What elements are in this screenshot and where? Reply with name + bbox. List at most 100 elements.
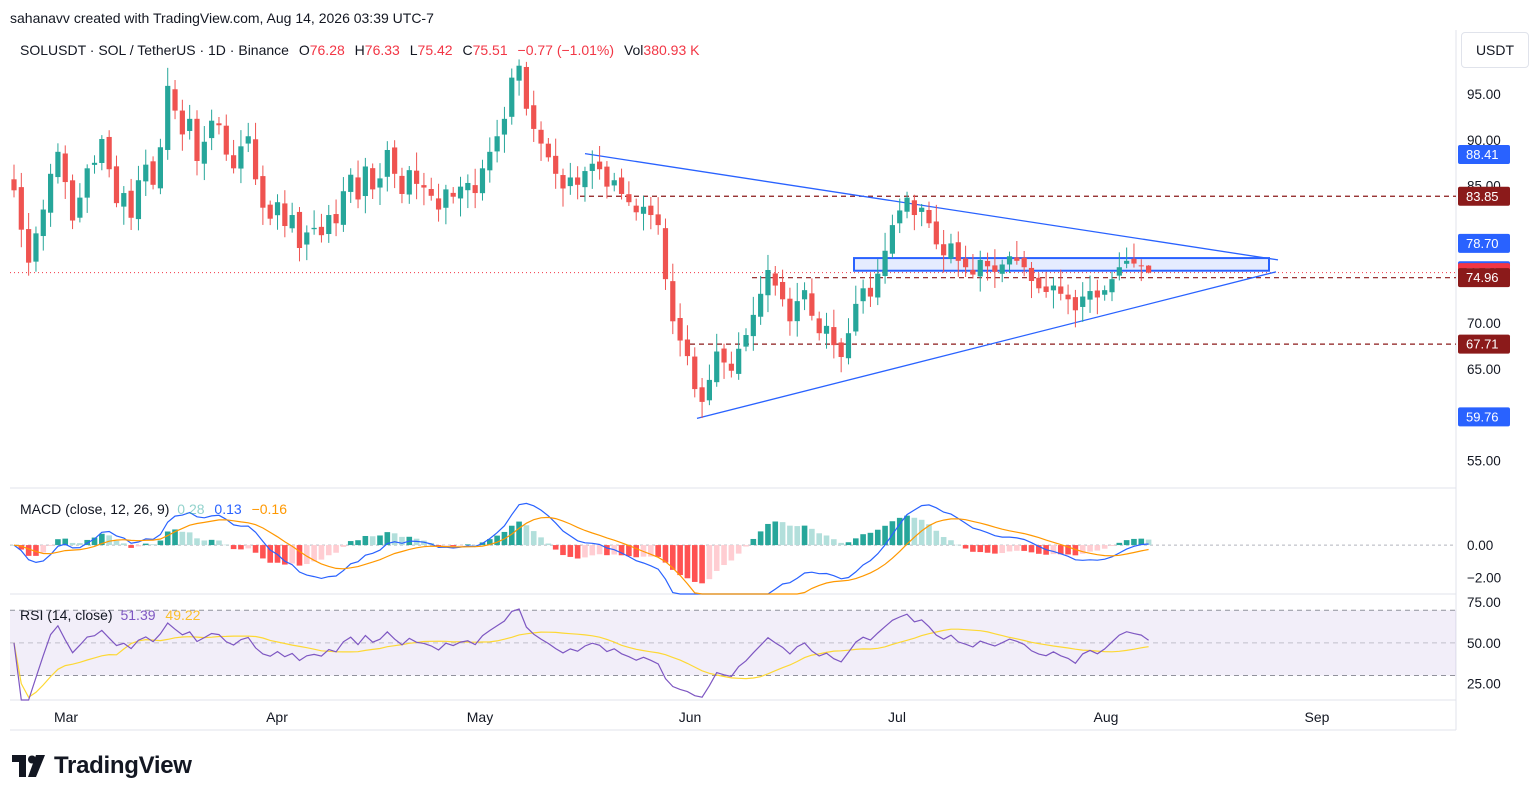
macd-histogram-bar — [391, 533, 398, 546]
high-value: 76.33 — [364, 42, 400, 58]
macd-histogram-bar — [838, 542, 844, 546]
macd-histogram-bar — [648, 545, 654, 557]
candle-body — [457, 186, 464, 199]
price-badge-bg — [1458, 233, 1510, 253]
tradingview-wordmark: TradingView — [54, 752, 192, 779]
macd-histogram-bar — [574, 545, 581, 559]
candle-body — [143, 164, 149, 182]
time-tick-label: Mar — [54, 709, 78, 725]
candle-body — [567, 177, 573, 187]
candle-body — [128, 190, 134, 218]
macd-histogram-bar — [735, 545, 742, 554]
macd-histogram-bar — [25, 545, 32, 556]
candle-body — [333, 214, 339, 224]
candle-body — [69, 180, 76, 221]
macd-histogram-bar — [750, 538, 757, 546]
candle-body — [216, 123, 222, 126]
candle-body — [662, 228, 669, 280]
price-badge: 67.71 — [1458, 334, 1510, 354]
candle-body — [692, 356, 698, 390]
price-tick-label: 70.00 — [1467, 316, 1501, 331]
volume-value: 380.93 K — [643, 42, 700, 58]
macd-histogram-bar — [69, 542, 76, 546]
macd-histogram-bar — [640, 545, 647, 557]
candle-body — [414, 170, 420, 184]
candle-body — [62, 153, 68, 183]
macd-histogram-bar — [230, 545, 237, 550]
macd-histogram-bar — [816, 533, 822, 546]
rsi-label: RSI (14, close) — [20, 607, 113, 623]
rsi-legend[interactable]: RSI (14, close) 51.39 49.22 — [20, 607, 200, 623]
candle-body — [135, 180, 142, 220]
candle-body — [575, 177, 581, 185]
macd-histogram-bar — [1072, 545, 1079, 556]
candle-body — [355, 177, 361, 200]
macd-histogram-bar — [896, 517, 903, 546]
candle-body — [545, 143, 551, 158]
candle-body — [838, 342, 844, 358]
macd-histogram-bar — [1065, 545, 1071, 555]
macd-histogram-bar — [728, 545, 735, 561]
macd-histogram-bar — [106, 535, 112, 546]
macd-histogram-bar — [955, 544, 962, 546]
low-label: L — [409, 42, 418, 58]
symbol-legend: SOLUSDT · SOL / TetherUS · 1D · Binance … — [20, 42, 699, 58]
candle-body — [604, 166, 610, 187]
macd-histogram-bar — [421, 540, 427, 546]
macd-histogram-bar — [940, 537, 947, 546]
macd-histogram-bar — [706, 545, 713, 580]
candle-body — [26, 229, 32, 263]
macd-histogram-bar — [164, 531, 171, 546]
macd-histogram-bar — [1109, 545, 1115, 547]
macd-histogram-bar — [245, 545, 252, 549]
candle-body — [699, 387, 705, 402]
time-tick-label: Sep — [1305, 709, 1330, 725]
candle-body — [867, 287, 874, 297]
candle-body — [787, 298, 793, 322]
tradingview-logo[interactable]: TradingView — [12, 752, 192, 780]
candle-body — [231, 155, 237, 169]
candle-body — [501, 118, 508, 135]
macd-histogram-bar — [918, 519, 925, 546]
macd-legend[interactable]: MACD (close, 12, 26, 9) 0.28 0.13 −0.16 — [20, 501, 287, 517]
macd-histogram-bar — [538, 537, 544, 546]
candle-body — [209, 120, 215, 139]
candle-body — [472, 185, 478, 194]
macd-histogram-bar — [443, 545, 449, 546]
candle-body — [18, 187, 24, 230]
candle-body — [479, 168, 486, 194]
candle-body — [113, 166, 120, 204]
candle-body — [48, 173, 54, 213]
macd-histogram-bar — [318, 545, 325, 560]
macd-histogram-bar — [1087, 545, 1093, 552]
candle-body — [531, 105, 537, 129]
price-tick-label: 90.00 — [1467, 133, 1501, 148]
macd-histogram-bar — [787, 525, 793, 546]
candle-body — [304, 232, 310, 245]
macd-histogram-bar — [977, 545, 984, 553]
candle-body — [1036, 277, 1042, 289]
macd-histogram-bar — [179, 531, 186, 546]
macd-histogram-bar — [208, 539, 215, 546]
candle-body — [399, 175, 405, 194]
currency-button[interactable]: USDT — [1461, 32, 1529, 68]
tradingview-mark-icon — [12, 755, 45, 777]
candle-body — [348, 174, 354, 192]
ascending-trendline — [696, 271, 1277, 420]
candle-body — [516, 65, 522, 81]
candle-body — [1124, 260, 1130, 264]
macd-histogram-bar — [882, 525, 888, 546]
macd-histogram-bar — [1079, 545, 1086, 554]
macd-histogram-bar — [311, 545, 317, 562]
macd-histogram-bar — [194, 538, 200, 546]
candle-body — [992, 265, 998, 272]
macd-histogram-bar — [911, 517, 918, 546]
candle-body — [853, 303, 859, 332]
macd-histogram-bar — [216, 540, 222, 546]
candle-body — [121, 193, 127, 207]
candle-body — [589, 163, 595, 171]
macd-histogram-bar — [99, 533, 105, 546]
candle-body — [340, 191, 346, 225]
macd-histogram-bar — [355, 540, 361, 546]
